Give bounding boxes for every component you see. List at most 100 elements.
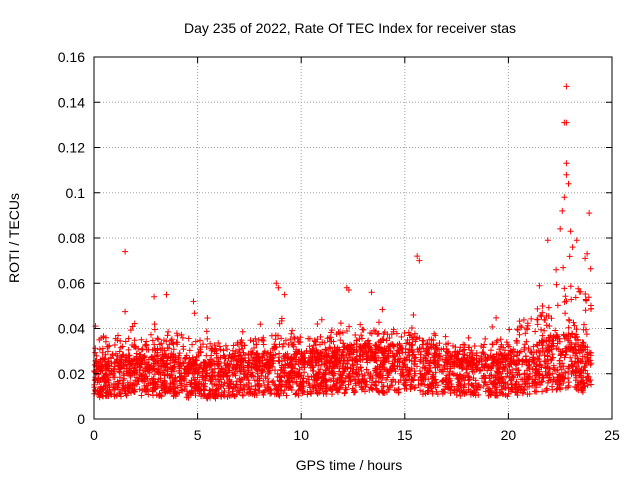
data-point bbox=[161, 347, 168, 354]
data-point bbox=[215, 360, 222, 367]
data-point bbox=[363, 366, 370, 373]
data-point bbox=[516, 331, 523, 338]
data-point bbox=[288, 387, 295, 393]
data-point bbox=[102, 378, 109, 385]
data-point bbox=[502, 379, 509, 386]
y-tick-label: 0.02 bbox=[58, 366, 85, 382]
data-point bbox=[340, 344, 347, 351]
data-point bbox=[352, 380, 359, 387]
data-point bbox=[387, 348, 394, 355]
data-point bbox=[332, 347, 339, 354]
data-point bbox=[275, 284, 282, 291]
data-point bbox=[438, 368, 445, 375]
data-point bbox=[299, 388, 306, 395]
data-point bbox=[131, 364, 138, 371]
data-point bbox=[128, 358, 135, 365]
data-point bbox=[337, 320, 344, 327]
data-point bbox=[229, 371, 236, 378]
data-point bbox=[488, 390, 495, 397]
data-point bbox=[550, 362, 557, 369]
data-point bbox=[151, 326, 158, 333]
data-point bbox=[289, 379, 296, 386]
x-tick-label: 25 bbox=[604, 427, 620, 443]
data-point bbox=[238, 343, 245, 349]
data-point bbox=[291, 365, 298, 372]
data-point bbox=[430, 341, 437, 348]
data-point bbox=[406, 370, 412, 377]
data-point bbox=[381, 359, 388, 366]
data-point bbox=[459, 351, 466, 358]
data-point bbox=[318, 358, 325, 365]
data-point bbox=[582, 367, 589, 374]
data-point bbox=[259, 368, 266, 375]
data-point bbox=[256, 359, 263, 366]
data-point bbox=[530, 354, 537, 361]
data-point bbox=[244, 373, 251, 380]
data-point bbox=[581, 321, 587, 328]
data-point bbox=[248, 363, 255, 370]
data-point bbox=[366, 387, 373, 393]
data-point bbox=[389, 365, 396, 372]
data-point bbox=[116, 369, 123, 376]
data-point bbox=[195, 352, 202, 359]
data-point bbox=[328, 355, 335, 362]
data-point bbox=[155, 336, 162, 343]
data-point bbox=[509, 373, 516, 380]
data-point bbox=[168, 350, 175, 357]
data-point bbox=[99, 349, 106, 356]
data-point bbox=[448, 352, 454, 359]
data-point bbox=[333, 331, 340, 338]
data-point bbox=[300, 375, 307, 382]
data-point bbox=[406, 366, 413, 373]
data-point bbox=[519, 376, 526, 383]
data-point bbox=[497, 336, 504, 343]
data-point bbox=[216, 343, 223, 350]
data-point bbox=[92, 377, 99, 384]
data-point bbox=[247, 337, 254, 344]
data-point bbox=[333, 356, 340, 363]
data-point bbox=[252, 335, 259, 342]
data-point bbox=[356, 371, 363, 378]
data-point bbox=[306, 343, 313, 350]
data-point bbox=[574, 333, 580, 340]
data-point bbox=[222, 342, 229, 349]
data-point bbox=[545, 346, 552, 353]
data-point bbox=[185, 369, 192, 376]
data-point bbox=[156, 341, 163, 348]
data-point bbox=[353, 347, 360, 354]
data-point bbox=[237, 368, 244, 375]
data-point bbox=[236, 346, 243, 353]
data-point bbox=[284, 356, 291, 362]
data-point bbox=[402, 364, 409, 371]
data-point bbox=[118, 353, 125, 360]
data-point bbox=[425, 376, 432, 383]
data-point bbox=[97, 385, 104, 392]
x-axis-label: GPS time / hours bbox=[296, 457, 403, 473]
data-point bbox=[395, 356, 402, 363]
data-point bbox=[543, 387, 549, 394]
data-point bbox=[171, 390, 178, 396]
data-point bbox=[544, 343, 551, 350]
data-point bbox=[391, 352, 398, 359]
data-point bbox=[465, 362, 472, 369]
data-point bbox=[521, 346, 528, 353]
data-point bbox=[418, 345, 425, 352]
data-point bbox=[242, 357, 249, 364]
data-point bbox=[565, 324, 572, 331]
data-point bbox=[163, 291, 170, 298]
data-point bbox=[138, 336, 145, 343]
data-point bbox=[480, 350, 487, 357]
data-point bbox=[304, 391, 311, 398]
data-point bbox=[587, 377, 594, 384]
data-point bbox=[317, 366, 324, 373]
data-point bbox=[195, 368, 202, 375]
data-point bbox=[300, 361, 307, 368]
data-point bbox=[385, 358, 392, 365]
data-point bbox=[442, 333, 449, 340]
data-point bbox=[161, 379, 168, 385]
data-point bbox=[144, 386, 150, 393]
data-point bbox=[532, 328, 539, 335]
data-point bbox=[281, 291, 288, 298]
axis-ticks bbox=[93, 56, 613, 420]
data-point bbox=[161, 361, 168, 368]
